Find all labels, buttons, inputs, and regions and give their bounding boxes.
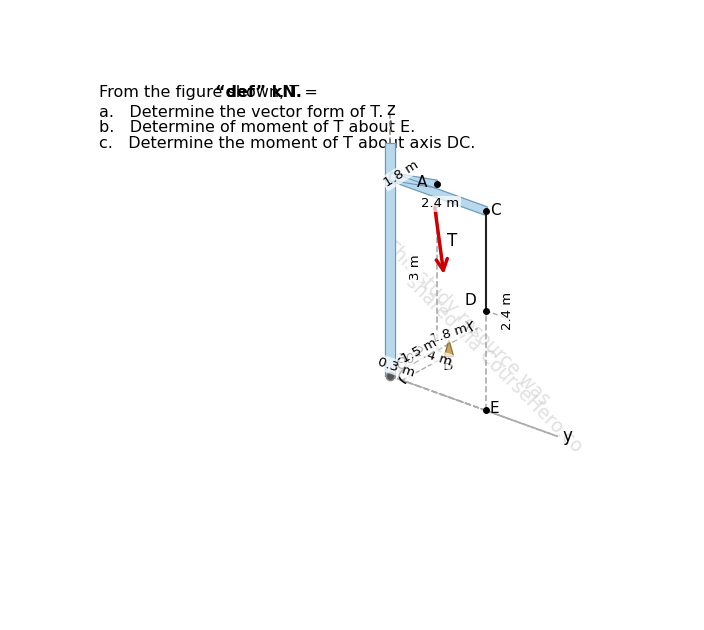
Text: 1.8 m: 1.8 m — [429, 322, 470, 346]
Text: E: E — [490, 401, 499, 416]
Text: 3 m: 3 m — [409, 255, 422, 280]
Text: 30°: 30° — [398, 352, 422, 366]
Text: B: B — [442, 358, 453, 373]
Polygon shape — [389, 173, 438, 188]
Text: 1.5 m: 1.5 m — [400, 336, 439, 365]
Text: 2.4 m: 2.4 m — [413, 345, 453, 369]
Text: C: C — [490, 203, 501, 219]
Text: shared via CourseHero.co: shared via CourseHero.co — [402, 272, 586, 456]
Text: T: T — [447, 232, 458, 250]
Polygon shape — [389, 173, 487, 215]
Polygon shape — [384, 143, 396, 376]
Polygon shape — [444, 340, 453, 357]
Text: This study resource was: This study resource was — [380, 235, 554, 409]
Text: 0.3 m: 0.3 m — [376, 355, 416, 379]
Text: 1.8 m: 1.8 m — [382, 159, 421, 190]
Text: O: O — [396, 357, 408, 372]
Text: b.   Determine of moment of T about E.: b. Determine of moment of T about E. — [99, 120, 415, 135]
Text: 2.4 m: 2.4 m — [421, 197, 459, 210]
Text: D: D — [465, 292, 477, 307]
Text: x: x — [464, 317, 474, 335]
Text: c.   Determine the moment of T about axis DC.: c. Determine the moment of T about axis … — [99, 135, 475, 151]
Text: From the figure shown, T =: From the figure shown, T = — [99, 85, 323, 100]
Text: a.   Determine the vector form of T.: a. Determine the vector form of T. — [99, 105, 384, 120]
Text: A: A — [417, 175, 428, 190]
Text: y: y — [562, 427, 572, 445]
Text: 2.4 m: 2.4 m — [501, 292, 514, 329]
Text: “def” kN.: “def” kN. — [215, 85, 302, 100]
Text: z: z — [386, 101, 395, 119]
